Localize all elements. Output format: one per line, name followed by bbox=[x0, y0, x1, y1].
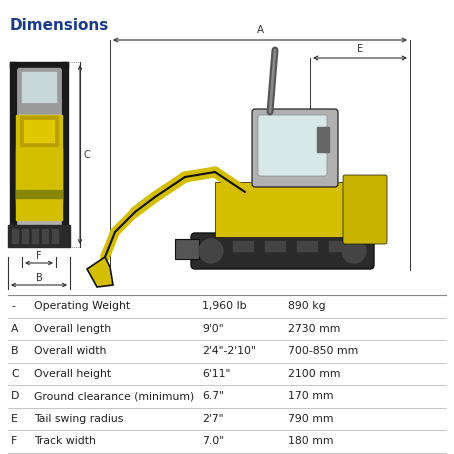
Text: C: C bbox=[11, 369, 19, 379]
FancyBboxPatch shape bbox=[191, 233, 374, 269]
Text: E: E bbox=[11, 414, 18, 424]
Text: 7.0": 7.0" bbox=[202, 436, 224, 446]
Polygon shape bbox=[87, 257, 113, 287]
Bar bbox=[24, 120, 54, 142]
Circle shape bbox=[342, 239, 366, 263]
Bar bbox=[42, 229, 48, 243]
Text: A: A bbox=[257, 25, 264, 35]
Text: Ground clearance (minimum): Ground clearance (minimum) bbox=[34, 391, 194, 401]
Text: B: B bbox=[35, 273, 42, 283]
Text: 1,960 lb: 1,960 lb bbox=[202, 301, 247, 311]
Bar bbox=[10, 62, 68, 68]
Bar bbox=[317, 127, 329, 152]
Text: -: - bbox=[11, 301, 15, 311]
Bar bbox=[8, 225, 70, 247]
Text: 180 mm: 180 mm bbox=[288, 436, 334, 446]
Bar bbox=[329, 241, 349, 251]
Bar bbox=[20, 116, 58, 146]
Text: B: B bbox=[11, 346, 19, 356]
Text: Overall length: Overall length bbox=[34, 324, 111, 334]
Text: 9'0": 9'0" bbox=[202, 324, 224, 334]
Bar bbox=[22, 229, 28, 243]
Text: Overall width: Overall width bbox=[34, 346, 106, 356]
Bar bbox=[10, 62, 16, 237]
FancyBboxPatch shape bbox=[258, 115, 327, 176]
Bar bbox=[265, 241, 285, 251]
Bar bbox=[22, 72, 56, 102]
Text: Tail swing radius: Tail swing radius bbox=[34, 414, 123, 424]
Text: A: A bbox=[11, 324, 19, 334]
Circle shape bbox=[199, 239, 223, 263]
FancyBboxPatch shape bbox=[175, 239, 199, 259]
Bar bbox=[16, 190, 62, 198]
Bar bbox=[16, 68, 62, 235]
Text: 6'11": 6'11" bbox=[202, 369, 231, 379]
Text: 2100 mm: 2100 mm bbox=[288, 369, 341, 379]
Text: 2'7": 2'7" bbox=[202, 414, 223, 424]
Bar bbox=[18, 68, 60, 113]
Text: F: F bbox=[36, 251, 42, 261]
Text: 6.7": 6.7" bbox=[202, 391, 224, 401]
Text: 170 mm: 170 mm bbox=[288, 391, 334, 401]
Bar bbox=[215, 182, 375, 237]
Text: 2730 mm: 2730 mm bbox=[288, 324, 340, 334]
Bar bbox=[16, 115, 62, 220]
Text: C: C bbox=[83, 149, 90, 159]
Text: Dimensions: Dimensions bbox=[10, 18, 109, 33]
Bar bbox=[12, 229, 18, 243]
FancyBboxPatch shape bbox=[343, 175, 387, 244]
Bar bbox=[233, 241, 253, 251]
Text: Overall height: Overall height bbox=[34, 369, 111, 379]
Text: 890 kg: 890 kg bbox=[288, 301, 326, 311]
Bar bbox=[16, 148, 62, 203]
Text: Operating Weight: Operating Weight bbox=[34, 301, 130, 311]
Bar bbox=[297, 241, 317, 251]
Text: 790 mm: 790 mm bbox=[288, 414, 334, 424]
Bar bbox=[32, 229, 38, 243]
Text: E: E bbox=[357, 44, 363, 54]
Text: 2'4"-2'10": 2'4"-2'10" bbox=[202, 346, 256, 356]
Bar bbox=[52, 229, 58, 243]
Bar bbox=[62, 62, 68, 237]
Text: D: D bbox=[11, 391, 20, 401]
Text: F: F bbox=[11, 436, 18, 446]
FancyBboxPatch shape bbox=[252, 109, 338, 187]
Text: Track width: Track width bbox=[34, 436, 96, 446]
Text: 700-850 mm: 700-850 mm bbox=[288, 346, 359, 356]
